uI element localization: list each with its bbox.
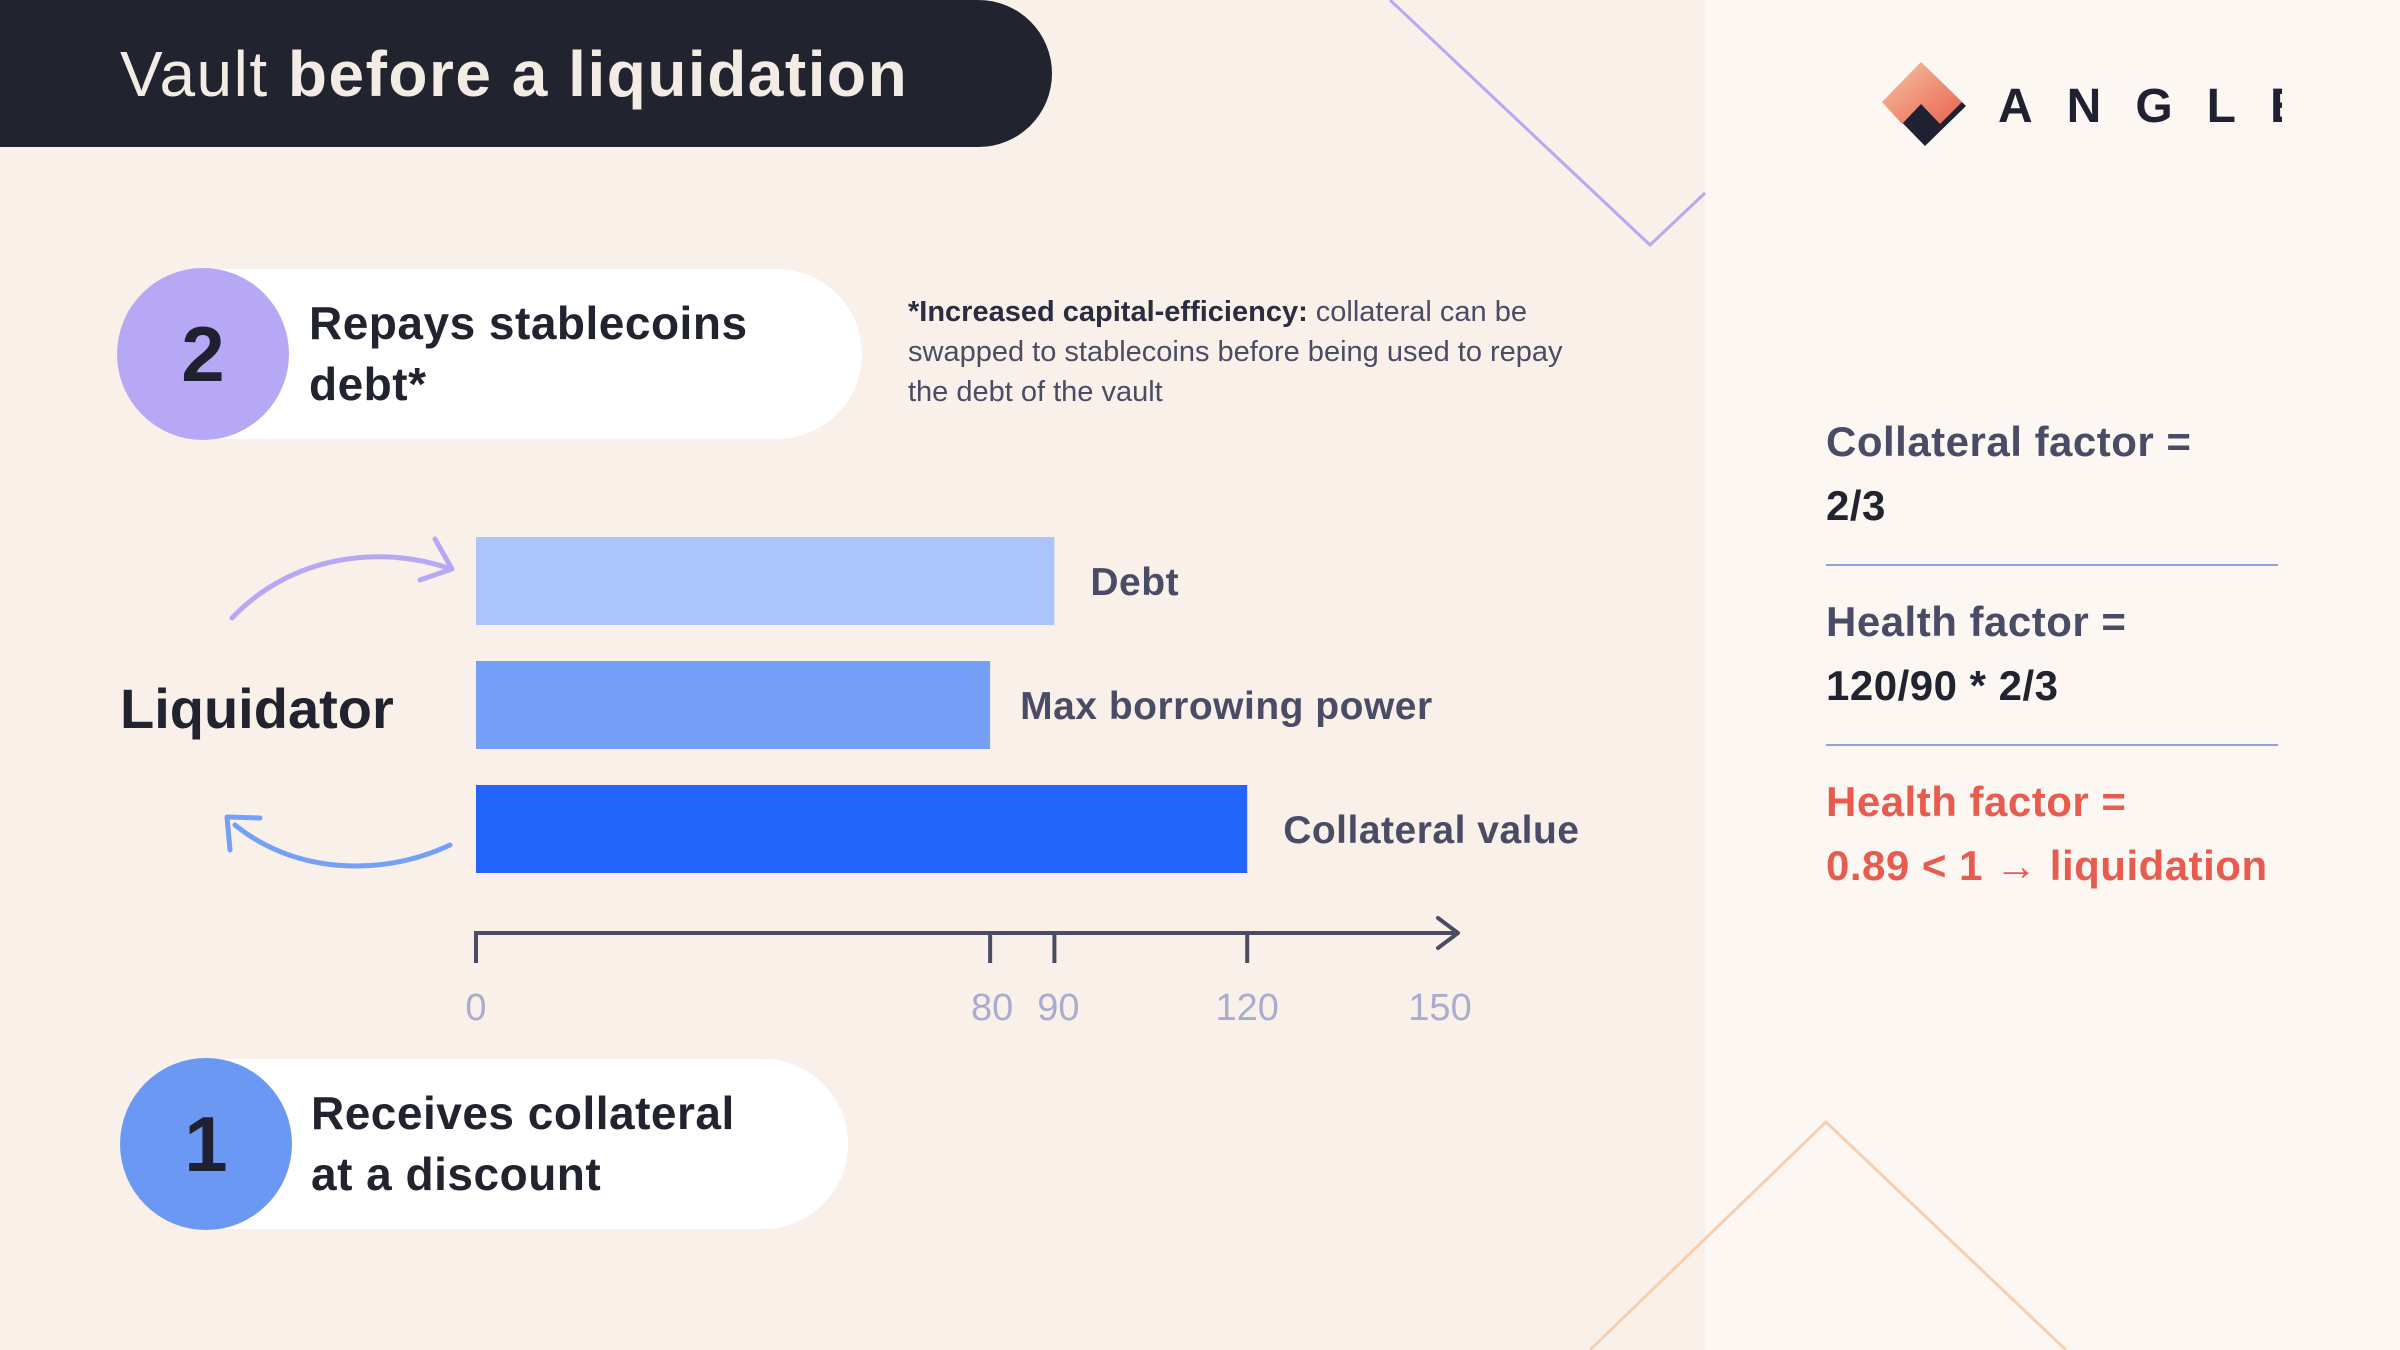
x-tick-label-120: 120 — [1215, 987, 1278, 1029]
collateral-factor-value: 2/3 — [1826, 482, 1886, 529]
receive-arrow — [232, 822, 453, 869]
brand-name: ANGLE — [1998, 80, 2282, 133]
bar-label-collateral-value: Collateral value — [1283, 809, 1579, 852]
collateral-factor: Collateral factor = 2/3 — [1826, 410, 2278, 538]
step-2-badge: 2 — [117, 268, 289, 440]
factors-panel: Collateral factor = 2/3 Health factor = … — [1826, 410, 2278, 898]
health-factor-label: Health factor = — [1826, 598, 2127, 645]
step-1-text: Receives collateral at a discount — [311, 1083, 735, 1205]
capital-efficiency-note: *Increased capital-efficiency: collatera… — [908, 292, 1668, 412]
bar-debt — [476, 537, 1055, 625]
step-2-line1: Repays stablecoins — [309, 297, 748, 349]
step-2-line2: debt* — [309, 358, 427, 410]
health-factor-result: Health factor = 0.89 < 1 → liquidation — [1826, 770, 2278, 898]
bar-label-max-borrowing-power: Max borrowing power — [1020, 685, 1433, 728]
note-bold: *Increased capital-efficiency: — [908, 296, 1308, 328]
step-1-line1: Receives collateral — [311, 1087, 735, 1139]
liquidator-label: Liquidator — [120, 677, 394, 740]
angle-logo: ANGLE — [1882, 62, 2282, 146]
x-tick-label-80: 80 — [971, 987, 1013, 1029]
divider — [1826, 564, 2278, 566]
step-1-line2: at a discount — [311, 1148, 602, 1200]
step-2-text: Repays stablecoins debt* — [309, 293, 748, 415]
repay-arrowhead-icon — [417, 536, 455, 583]
health-factor-formula-value: 120/90 * 2/3 — [1826, 662, 2059, 709]
angle-logo-icon — [1882, 62, 1966, 146]
step-1-badge: 1 — [120, 1058, 292, 1230]
health-factor-result-label: Health factor = — [1826, 778, 2127, 825]
repay-arrow — [229, 554, 451, 621]
note-line1: collateral can be — [1307, 296, 1527, 328]
collateral-factor-label: Collateral factor = — [1826, 418, 2192, 465]
page-title: Vault before a liquidation — [120, 37, 908, 111]
divider — [1826, 744, 2278, 746]
title-bar: Vault before a liquidation — [0, 0, 1052, 147]
title-bold: before a liquidation — [287, 37, 909, 110]
note-line2: swapped to stablecoins before being used… — [908, 336, 1563, 368]
title-light: Vault — [120, 37, 288, 110]
x-tick-label-90: 90 — [1037, 987, 1079, 1029]
bar-collateral-value — [476, 785, 1248, 873]
liquidator-arrows — [224, 536, 455, 869]
health-factor-formula: Health factor = 120/90 * 2/3 — [1826, 590, 2278, 718]
bar-max-borrowing-power — [476, 661, 991, 749]
x-tick-label-0: 0 — [465, 987, 486, 1029]
bar-label-debt: Debt — [1090, 561, 1179, 604]
x-tick-label-150: 150 — [1408, 987, 1471, 1029]
receive-arrowhead-icon — [224, 814, 263, 853]
note-line3: the debt of the vault — [908, 376, 1163, 408]
health-factor-result-value: 0.89 < 1 → liquidation — [1826, 842, 2268, 889]
x-axis-arrowhead-icon — [1436, 916, 1460, 950]
